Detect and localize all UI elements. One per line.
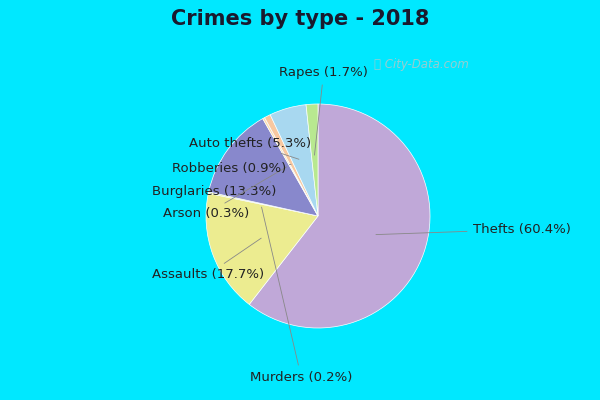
Wedge shape <box>208 192 318 216</box>
Text: Thefts (60.4%): Thefts (60.4%) <box>376 223 571 236</box>
Text: Rapes (1.7%): Rapes (1.7%) <box>279 66 368 155</box>
Text: Auto thefts (5.3%): Auto thefts (5.3%) <box>189 137 311 159</box>
Wedge shape <box>249 104 430 328</box>
Wedge shape <box>270 105 318 216</box>
Text: Crimes by type - 2018: Crimes by type - 2018 <box>171 9 429 29</box>
Wedge shape <box>265 115 318 216</box>
Wedge shape <box>306 104 318 216</box>
Wedge shape <box>206 193 318 304</box>
Text: Arson (0.3%): Arson (0.3%) <box>163 167 287 220</box>
Text: Murders (0.2%): Murders (0.2%) <box>250 207 352 384</box>
Text: Burglaries (13.3%): Burglaries (13.3%) <box>152 182 277 198</box>
Wedge shape <box>209 118 318 216</box>
Wedge shape <box>263 118 318 216</box>
Text: Assaults (17.7%): Assaults (17.7%) <box>152 238 265 281</box>
Text: Robberies (0.9%): Robberies (0.9%) <box>172 162 291 176</box>
Text: ⓘ City-Data.com: ⓘ City-Data.com <box>374 58 469 71</box>
